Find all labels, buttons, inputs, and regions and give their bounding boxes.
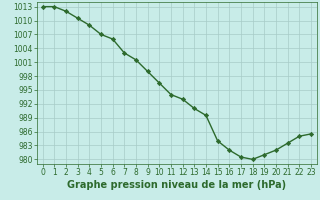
X-axis label: Graphe pression niveau de la mer (hPa): Graphe pression niveau de la mer (hPa) — [67, 180, 286, 190]
